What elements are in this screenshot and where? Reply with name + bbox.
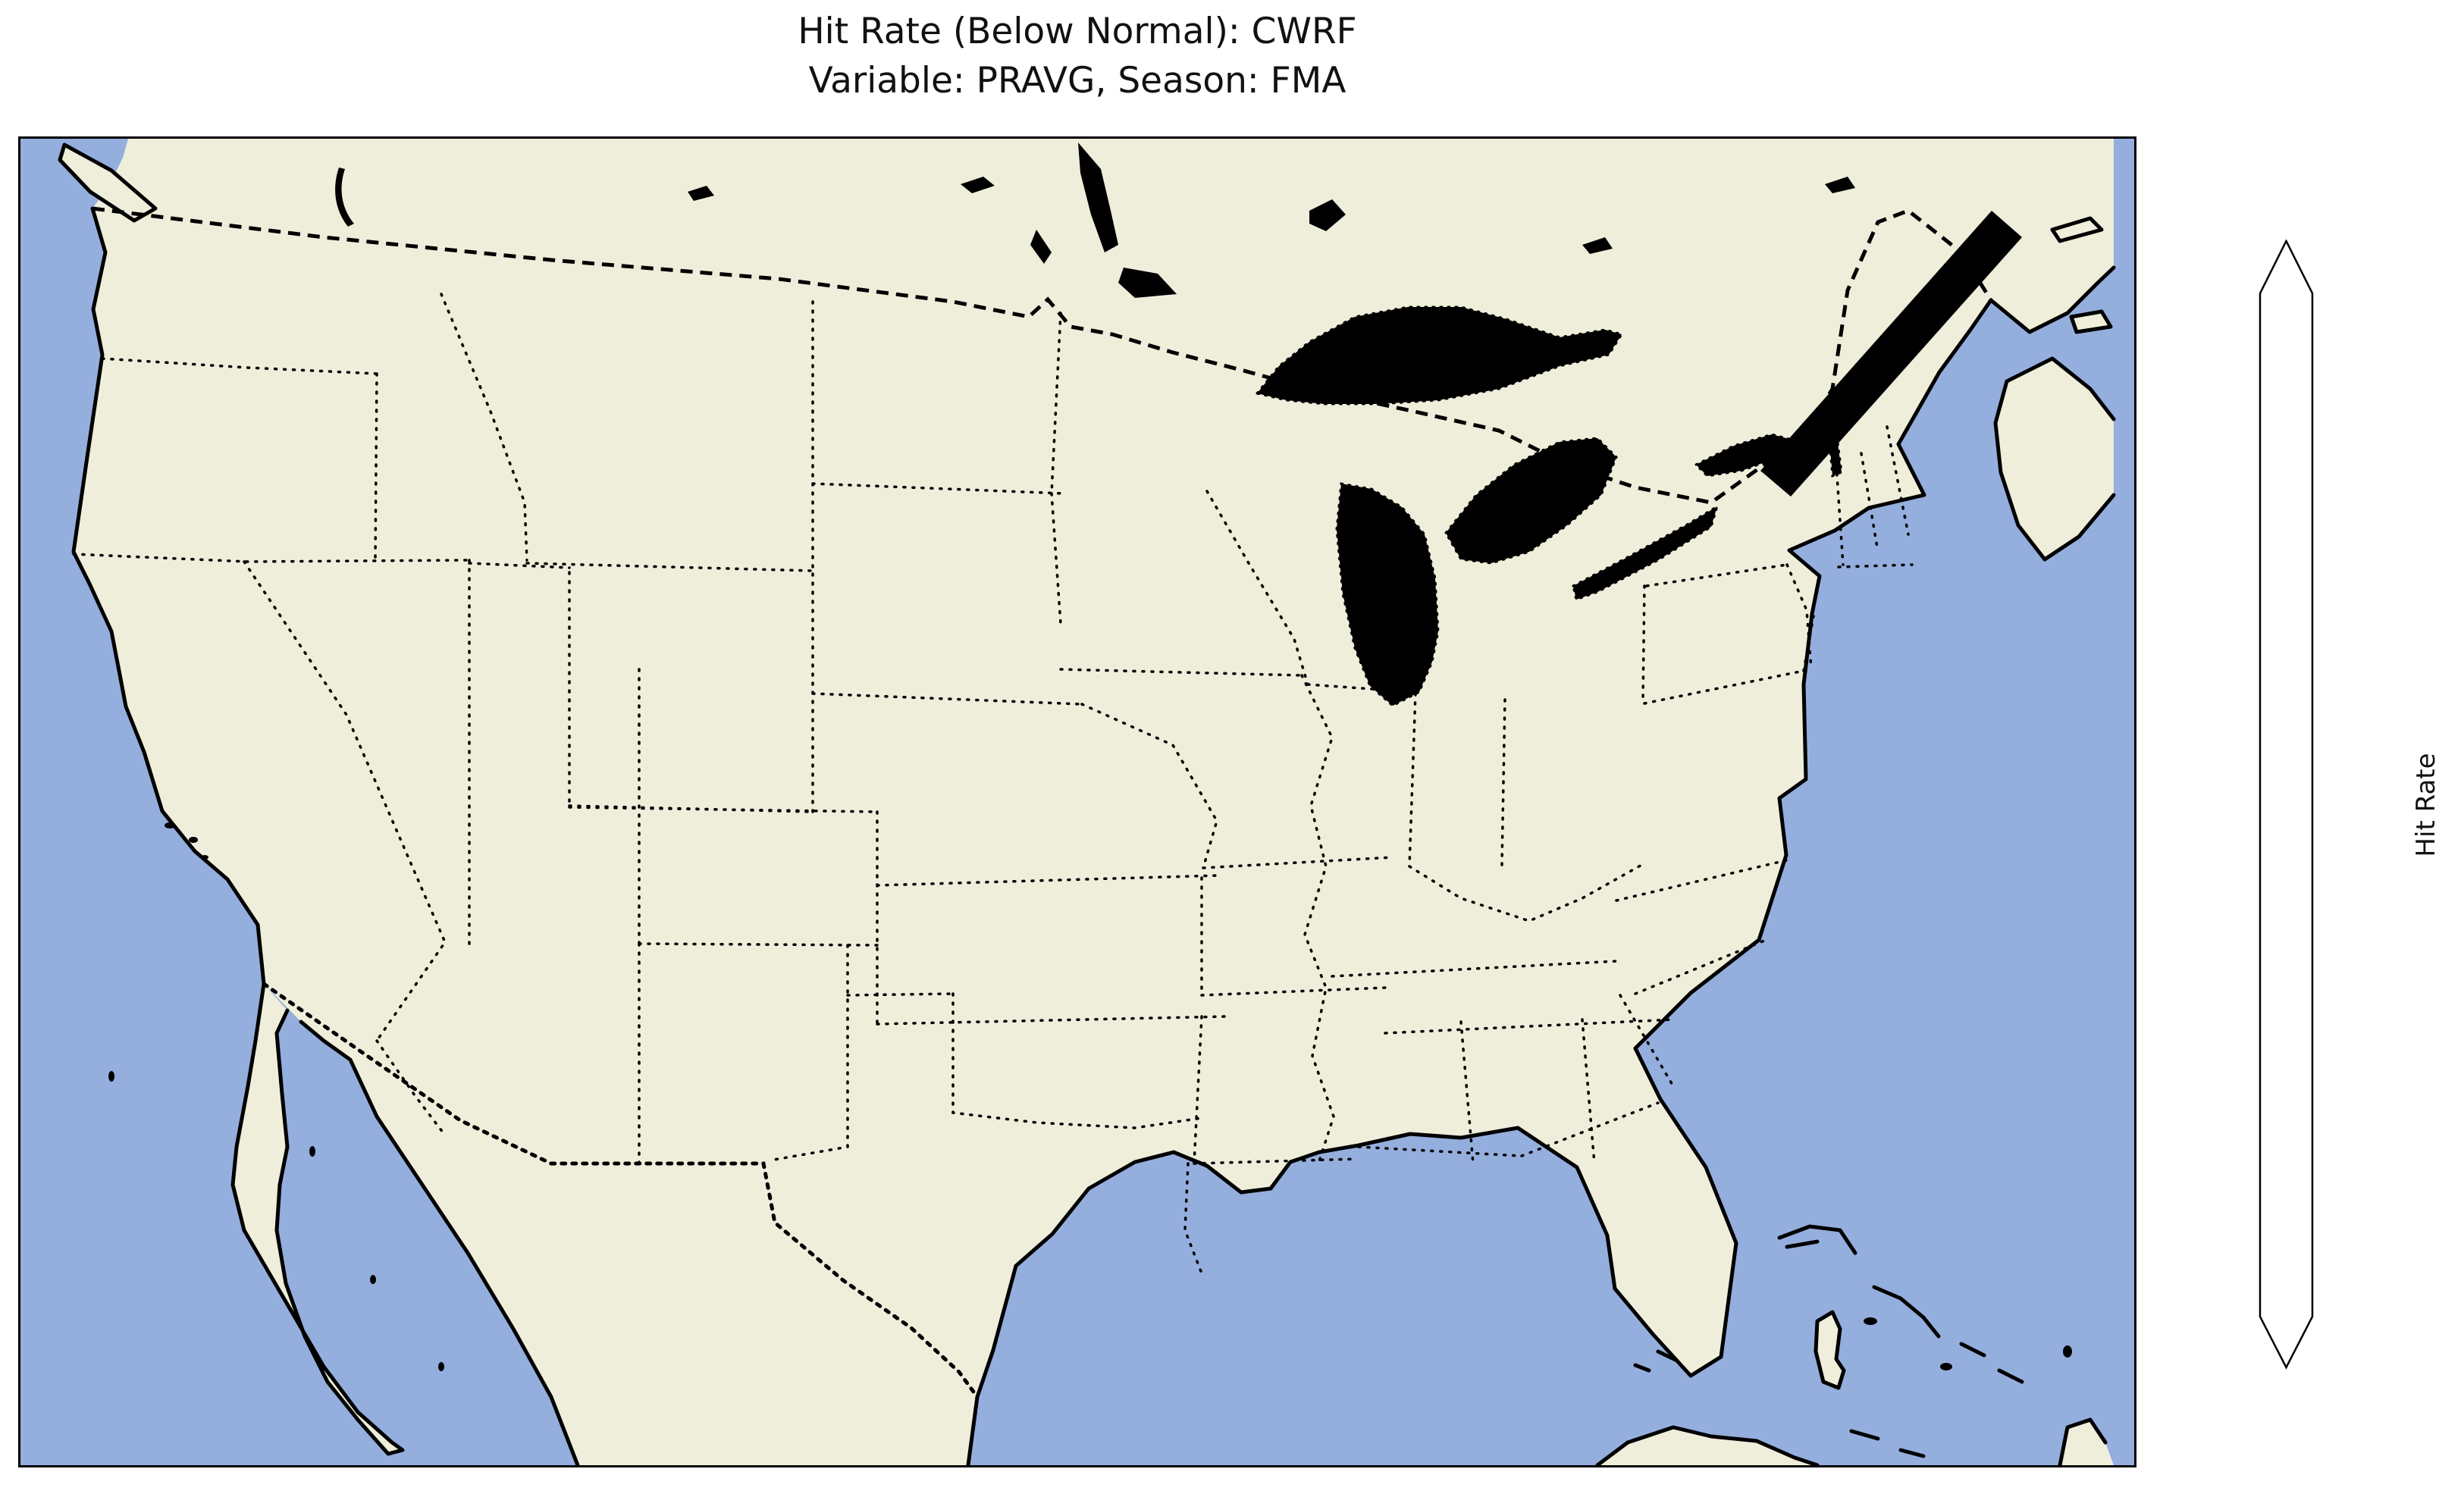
hispaniola-corner <box>2060 1420 2114 1465</box>
small-lake <box>961 177 995 193</box>
lake-huron <box>1444 437 1618 565</box>
canada-landmass <box>92 139 2114 503</box>
plot-title-line2: Variable: PRAVG, Season: FMA <box>808 59 1346 102</box>
us-map <box>20 139 2134 1465</box>
mexico-coastlines <box>230 982 980 1465</box>
lake-ontario <box>1694 433 1797 478</box>
lakes <box>1255 305 1843 707</box>
canada-border-line <box>92 206 1993 505</box>
lake-nipigon <box>1309 199 1346 231</box>
lake-erie <box>1572 503 1719 601</box>
lake-winnipeg <box>1078 143 1118 252</box>
vancouver-island <box>60 145 155 221</box>
colorbar-axis-label: Hit Rate <box>2411 753 2441 857</box>
lake-of-the-woods <box>1118 268 1177 298</box>
colorbar: Hit Rate <box>2259 240 2441 1370</box>
small-lake <box>1582 237 1613 254</box>
pacific-coastline <box>71 206 266 986</box>
coastline <box>58 143 2116 1465</box>
small-lake <box>1030 230 1052 264</box>
lake-michigan <box>1335 482 1440 707</box>
small-lake <box>1825 177 1855 193</box>
nova-scotia <box>1995 359 2114 559</box>
mexico-border-line <box>262 982 980 1399</box>
map-axes <box>18 136 2136 1467</box>
plot-title: Hit Rate (Below Normal): CWRF Variable: … <box>20 8 2134 106</box>
baja-california-landmass <box>233 984 403 1454</box>
mexico-landmass <box>264 984 977 1465</box>
atlantic-gulf-coastline <box>975 298 1993 1399</box>
lake-superior <box>1255 305 1624 406</box>
maritime-coastlines <box>1989 216 2116 562</box>
state-borders <box>72 293 1914 1279</box>
bc-coast-inlet <box>335 168 354 227</box>
caribbean-coastlines <box>1595 1224 2108 1465</box>
colorbar-outline <box>2259 240 2314 1370</box>
plot-title-line1: Hit Rate (Below Normal): CWRF <box>798 11 1357 52</box>
anticosti-island <box>2052 218 2102 241</box>
andros-island <box>1816 1312 1844 1388</box>
cuba <box>1597 1427 1817 1465</box>
small-islands <box>108 822 2072 1371</box>
canada-lakes <box>335 143 2022 496</box>
small-lake <box>688 186 714 201</box>
vancouver-island-coastline <box>58 143 158 223</box>
st-lawrence-river <box>1760 211 2022 496</box>
